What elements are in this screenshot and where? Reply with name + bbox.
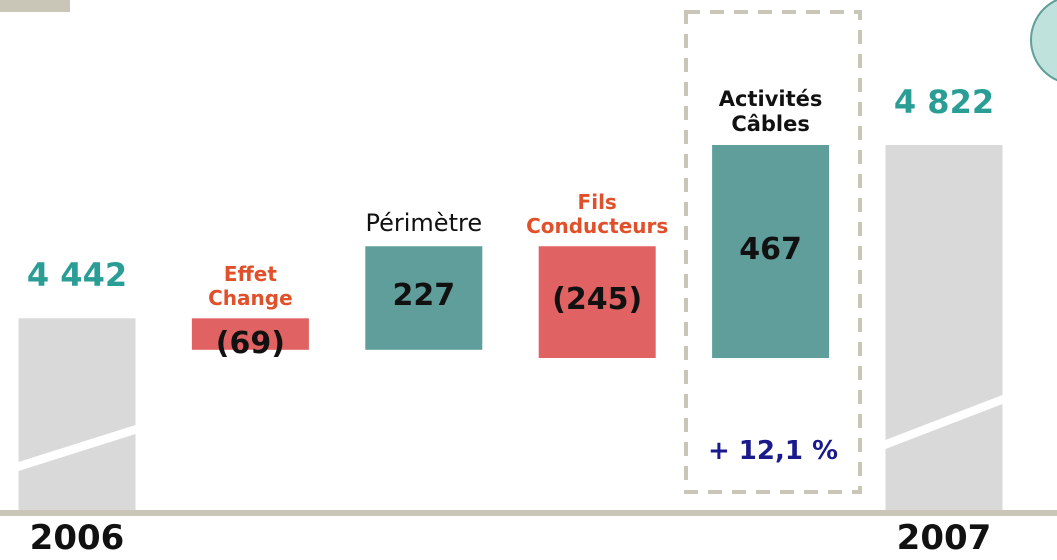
category-label: Périmètre <box>324 209 524 238</box>
year-label: 2007 <box>854 518 1034 559</box>
annotation: + 12,1 % <box>686 436 860 467</box>
slide: 4 442 2006 (69) Effet Change 227 Périmètre (24… <box>0 0 1057 560</box>
category-label: Effet Change <box>190 262 310 310</box>
total-bar <box>19 318 136 510</box>
category-label: Activités Câbles <box>696 87 846 137</box>
total-label: 4 822 <box>854 83 1034 121</box>
corner-decoration <box>0 0 70 12</box>
value-label: (69) <box>170 326 330 362</box>
value-label: 467 <box>691 232 851 268</box>
category-label: Fils Conducteurs <box>522 190 672 238</box>
total-bar <box>886 145 1003 510</box>
value-label: 227 <box>344 278 504 314</box>
x-axis <box>0 510 1057 516</box>
year-label: 2006 <box>0 518 167 559</box>
total-label: 4 442 <box>0 256 167 294</box>
logo-decoration <box>1031 0 1057 84</box>
value-label: (245) <box>517 282 677 318</box>
